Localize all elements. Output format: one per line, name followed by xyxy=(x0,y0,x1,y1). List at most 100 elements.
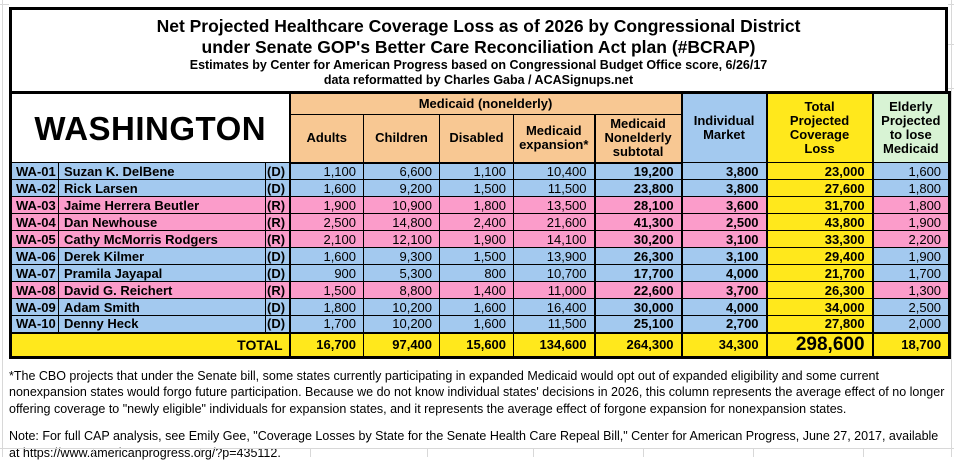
individual-cell: 2,700 xyxy=(680,315,768,333)
elderly-cell: 1,900 xyxy=(871,213,951,231)
adults-cell: 1,700 xyxy=(288,315,365,333)
party-cell: (R) xyxy=(264,230,291,248)
analysis-note: Note: For full CAP analysis, see Emily G… xyxy=(9,429,939,460)
subtotal-cell: 19,200 xyxy=(593,162,683,180)
party-cell: (D) xyxy=(264,315,291,333)
individual-cell: 3,600 xyxy=(680,196,768,214)
disabled-cell: 1,500 xyxy=(439,179,515,197)
sub-header-row: Adults Children Disabled Medicaid expans… xyxy=(11,114,950,164)
title-credit: data reformatted by Charles Gaba / ACASi… xyxy=(323,73,634,87)
total-coverage-loss-header: Total Projected Coverage Loss xyxy=(765,92,874,163)
medicaid-expansion-header: Medicaid expansion* xyxy=(513,114,596,164)
total-label: TOTAL xyxy=(9,331,291,358)
title-line-1: Net Projected Healthcare Coverage Loss a… xyxy=(156,16,801,36)
sheet-gridline xyxy=(863,449,864,457)
title-block: Net Projected Healthcare Coverage Loss a… xyxy=(9,7,948,91)
children-cell: 6,600 xyxy=(363,162,441,180)
subtotal-cell: 26,300 xyxy=(593,247,683,265)
disabled-cell: 1,900 xyxy=(439,230,515,248)
district-row: WA-01 Suzan K. DelBene (D) 1,100 6,600 1,100 1… xyxy=(10,162,951,180)
subtotal-cell: 41,300 xyxy=(593,213,683,231)
total-adults-cell: 16,700 xyxy=(288,331,365,358)
elderly-header: Elderly Projected to lose Medicaid xyxy=(871,92,951,163)
total-cell: 33,300 xyxy=(765,230,874,248)
total-cell: 27,800 xyxy=(765,315,874,333)
total-cell: 23,000 xyxy=(765,162,874,180)
adults-cell: 1,900 xyxy=(288,196,365,214)
district-row: WA-10 Denny Heck (D) 1,700 10,200 1,600 11,500… xyxy=(10,315,951,333)
grand-total-cell: 298,600 xyxy=(765,331,874,358)
elderly-cell: 1,700 xyxy=(871,264,951,282)
name-cell: Jaime Herrera Beutler xyxy=(58,196,266,214)
party-cell: (D) xyxy=(264,179,291,197)
subtotal-cell: 17,700 xyxy=(593,264,683,282)
total-cell: 34,000 xyxy=(765,298,874,316)
expansion-cell: 13,900 xyxy=(513,247,596,265)
medicaid-group-header: Medicaid (nonelderly) xyxy=(288,92,683,115)
adults-cell: 1,800 xyxy=(288,298,365,316)
sheet-gridline xyxy=(0,448,954,449)
name-cell: Adam Smith xyxy=(58,298,266,316)
sheet-gridline xyxy=(753,449,754,457)
expansion-cell: 11,000 xyxy=(513,281,596,299)
individual-cell: 4,000 xyxy=(680,298,768,316)
total-elderly-cell: 18,700 xyxy=(871,331,951,358)
disabled-cell: 1,600 xyxy=(439,315,515,333)
district-cell: WA-09 xyxy=(10,298,59,316)
district-cell: WA-07 xyxy=(10,264,59,282)
party-cell: (D) xyxy=(264,264,291,282)
total-row: TOTAL 16,700 97,400 15,600 134,600 264,3… xyxy=(9,331,951,358)
disabled-cell: 1,800 xyxy=(439,196,515,214)
district-row: WA-04 Dan Newhouse (R) 2,500 14,800 2,400 21,6… xyxy=(10,213,951,231)
total-children-cell: 97,400 xyxy=(363,331,441,358)
district-cell: WA-03 xyxy=(10,196,59,214)
children-cell: 10,200 xyxy=(363,298,441,316)
total-individual-cell: 34,300 xyxy=(680,331,768,358)
sheet-gridline xyxy=(951,0,952,457)
coverage-loss-table: WASHINGTON Medicaid (nonelderly) Individ… xyxy=(9,91,952,359)
state-label: WASHINGTON xyxy=(9,92,291,163)
elderly-cell: 1,800 xyxy=(871,179,951,197)
elderly-cell: 1,800 xyxy=(871,196,951,214)
disabled-cell: 2,400 xyxy=(439,213,515,231)
party-cell: (R) xyxy=(264,196,291,214)
children-cell: 14,800 xyxy=(363,213,441,231)
expansion-cell: 13,500 xyxy=(513,196,596,214)
district-rows: WA-01 Suzan K. DelBene (D) 1,100 6,600 1,100 1… xyxy=(10,162,951,333)
sheet-gridline xyxy=(310,449,311,457)
total-cell: 29,400 xyxy=(765,247,874,265)
expansion-cell: 10,700 xyxy=(513,264,596,282)
elderly-cell: 2,200 xyxy=(871,230,951,248)
elderly-cell: 1,300 xyxy=(871,281,951,299)
total-cell: 43,800 xyxy=(765,213,874,231)
name-cell: David G. Reichert xyxy=(58,281,266,299)
disabled-cell: 1,500 xyxy=(439,247,515,265)
adults-cell: 1,600 xyxy=(288,247,365,265)
district-row: WA-09 Adam Smith (D) 1,800 10,200 1,600 16,400… xyxy=(10,298,951,316)
district-cell: WA-04 xyxy=(10,213,59,231)
total-expansion-cell: 134,600 xyxy=(513,331,596,358)
name-cell: Pramila Jayapal xyxy=(58,264,266,282)
individual-cell: 3,100 xyxy=(680,247,768,265)
expansion-cell: 21,600 xyxy=(513,213,596,231)
children-cell: 10,900 xyxy=(363,196,441,214)
sheet-gridline xyxy=(643,449,644,457)
sheet-gridline xyxy=(200,449,201,457)
district-row: WA-02 Rick Larsen (D) 1,600 9,200 1,500 11,500… xyxy=(10,179,951,197)
disabled-cell: 800 xyxy=(439,264,515,282)
individual-cell: 2,500 xyxy=(680,213,768,231)
children-cell: 5,300 xyxy=(363,264,441,282)
district-cell: WA-08 xyxy=(10,281,59,299)
adults-cell: 1,600 xyxy=(288,179,365,197)
total-cell: 21,700 xyxy=(765,264,874,282)
expansion-cell: 11,500 xyxy=(513,179,596,197)
party-cell: (D) xyxy=(264,298,291,316)
party-cell: (D) xyxy=(264,247,291,265)
adults-cell: 1,100 xyxy=(288,162,365,180)
children-cell: 10,200 xyxy=(363,315,441,333)
elderly-cell: 1,600 xyxy=(871,162,951,180)
children-cell: 12,100 xyxy=(363,230,441,248)
district-cell: WA-10 xyxy=(10,315,59,333)
elderly-cell: 1,900 xyxy=(871,247,951,265)
district-row: WA-07 Pramila Jayapal (D) 900 5,300 800 10,700… xyxy=(10,264,951,282)
